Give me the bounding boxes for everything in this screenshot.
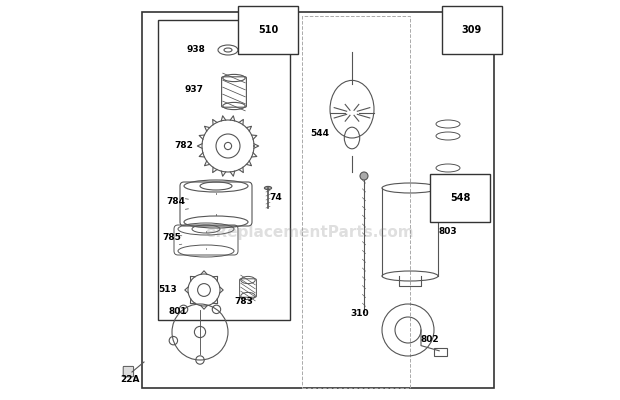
Text: 74: 74 xyxy=(270,194,282,202)
Bar xyxy=(302,16,410,388)
Text: 937: 937 xyxy=(185,86,203,94)
Text: 513: 513 xyxy=(159,286,177,294)
Bar xyxy=(158,20,290,320)
Text: 310: 310 xyxy=(351,310,370,318)
Text: 783: 783 xyxy=(234,298,254,306)
Text: 22A: 22A xyxy=(120,376,140,384)
Text: 782: 782 xyxy=(175,142,193,150)
Text: eReplacementParts.com: eReplacementParts.com xyxy=(206,224,414,240)
Text: 309: 309 xyxy=(462,25,482,35)
Text: 548: 548 xyxy=(450,193,470,203)
Circle shape xyxy=(360,172,368,180)
Text: 785: 785 xyxy=(162,234,182,242)
Text: 510: 510 xyxy=(258,25,278,35)
Text: 784: 784 xyxy=(167,198,185,206)
Bar xyxy=(434,348,447,356)
Text: 544: 544 xyxy=(311,130,329,138)
Bar xyxy=(142,12,494,388)
Text: 802: 802 xyxy=(421,336,440,344)
Ellipse shape xyxy=(264,186,272,190)
Text: 801: 801 xyxy=(169,308,187,316)
FancyBboxPatch shape xyxy=(123,366,133,377)
Text: 803: 803 xyxy=(439,228,458,236)
Text: 938: 938 xyxy=(187,46,205,54)
